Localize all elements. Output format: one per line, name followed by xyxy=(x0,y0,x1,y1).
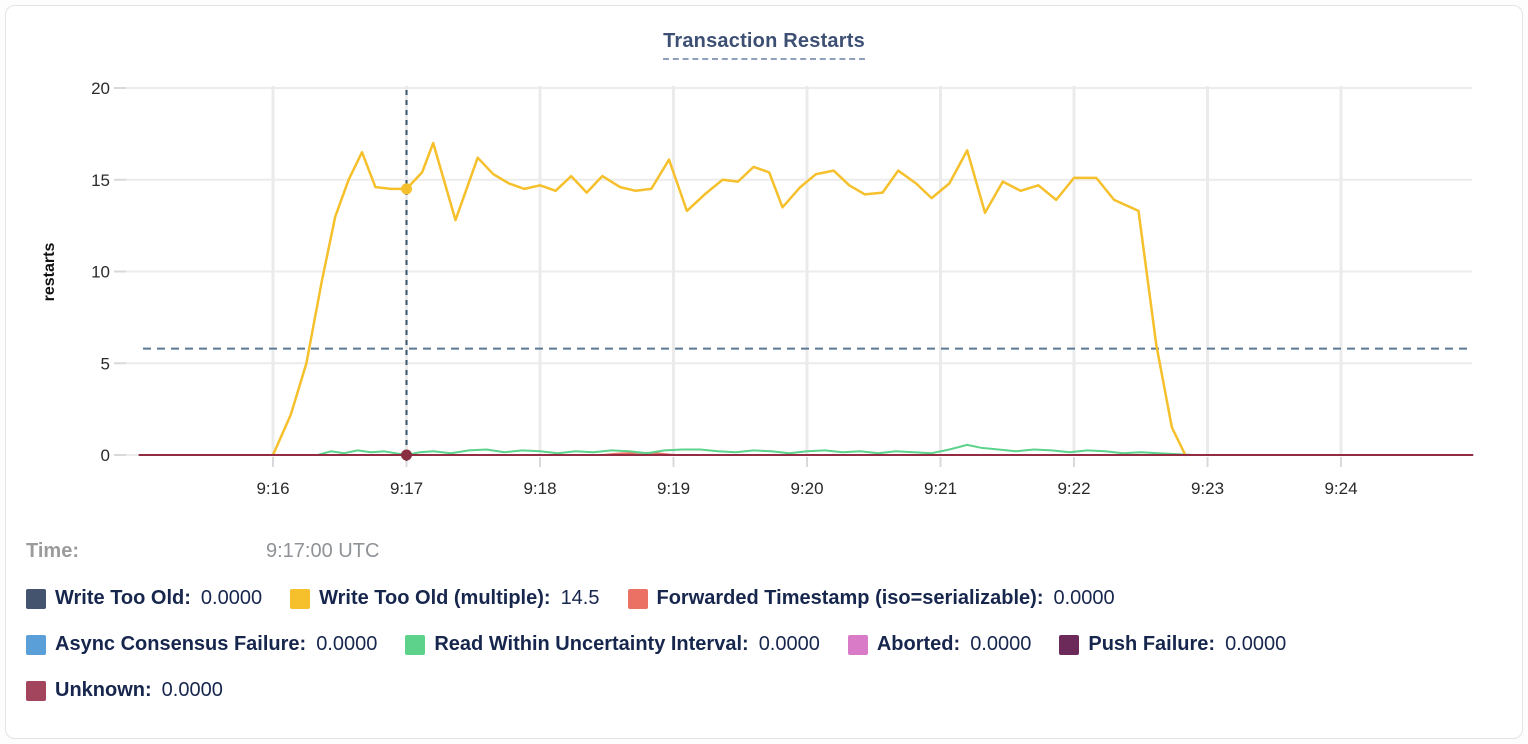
y-tick-label: 10 xyxy=(91,263,110,282)
legend-row: Async Consensus Failure: 0.0000 Read Withi… xyxy=(26,633,1286,656)
legend-item: Write Too Old (multiple): 14.5 xyxy=(290,587,600,610)
legend-label: Push Failure: xyxy=(1088,633,1216,655)
chart-header: Transaction Restarts xyxy=(6,30,1522,60)
hover-time-label: Time: xyxy=(26,540,79,562)
x-tick-label: 9:19 xyxy=(657,479,690,498)
legend-value: 0.0000 xyxy=(200,587,263,609)
legend-item: Async Consensus Failure: 0.0000 xyxy=(26,633,377,656)
legend-row: Unknown: 0.0000 xyxy=(26,679,223,702)
x-tick-label: 9:17 xyxy=(390,479,423,498)
x-tick-label: 9:24 xyxy=(1324,479,1357,498)
hover-dot xyxy=(401,183,412,195)
legend-label: Write Too Old (multiple): xyxy=(319,587,551,609)
chart-title[interactable]: Transaction Restarts xyxy=(663,30,865,60)
legend-value: 14.5 xyxy=(560,587,600,609)
legend-value: 0.0000 xyxy=(758,633,820,655)
x-tick-label: 9:16 xyxy=(256,479,289,498)
y-tick-label: 5 xyxy=(101,354,110,373)
x-tick-label: 9:21 xyxy=(924,479,957,498)
legend-item: Forwarded Timestamp (iso=serializable): 0… xyxy=(627,587,1115,610)
legend-item: Aborted: 0.0000 xyxy=(847,633,1032,656)
series-line-5 xyxy=(138,443,1474,456)
legend-label: Unknown: xyxy=(55,679,152,701)
chart-card: 0 5 10 15 20 9:16 9:17 9:18 9:19 9:20 9:21 9:22 9:23… xyxy=(5,5,1523,739)
legend-value: 0.0000 xyxy=(1225,633,1287,655)
legend-item: Write Too Old: 0.0000 xyxy=(26,587,262,610)
legend-value: 0.0000 xyxy=(1053,587,1115,609)
legend-row: Write Too Old: 0.0000 Write Too Old (multi… xyxy=(26,587,1115,610)
legend-item: Read Within Uncertainty Interval: 0.0000 xyxy=(405,633,820,656)
legend-swatch xyxy=(26,588,46,609)
x-tick-label: 9:20 xyxy=(790,479,823,498)
legend-swatch xyxy=(26,634,46,655)
transaction-restarts-chart[interactable]: 0 5 10 15 20 9:16 9:17 9:18 9:19 9:20 9:21 9:22 9:23… xyxy=(6,6,1522,518)
y-gridlines: 0 5 10 15 20 xyxy=(91,79,1472,465)
legend-value: 0.0000 xyxy=(316,633,378,655)
x-gridlines: 9:16 9:17 9:18 9:19 9:20 9:21 9:22 9:23 9:24 xyxy=(256,86,1358,498)
legend-label: Async Consensus Failure: xyxy=(55,633,307,655)
hover-dot xyxy=(401,449,412,461)
y-tick-label: 20 xyxy=(91,79,110,98)
hover-time-row: Time: 9:17:00 UTC xyxy=(26,540,379,563)
legend-value: 0.0000 xyxy=(161,679,223,701)
x-tick-label: 9:23 xyxy=(1191,479,1224,498)
legend-swatch xyxy=(627,588,648,609)
x-tick-label: 9:18 xyxy=(523,479,556,498)
y-axis-label: restarts xyxy=(41,243,58,302)
legend-label: Forwarded Timestamp (iso=serializable): xyxy=(656,587,1044,609)
y-tick-label: 0 xyxy=(101,446,110,465)
legend-item: Push Failure: 0.0000 xyxy=(1059,633,1286,656)
legend-label: Read Within Uncertainty Interval: xyxy=(434,633,749,655)
legend-swatch xyxy=(1059,634,1080,655)
y-tick-label: 15 xyxy=(91,171,110,190)
legend-value: 0.0000 xyxy=(970,633,1032,655)
legend-swatch xyxy=(290,588,311,609)
legend-swatch xyxy=(405,634,426,655)
legend-label: Write Too Old: xyxy=(55,587,191,609)
legend-swatch xyxy=(26,680,46,701)
legend-swatch xyxy=(847,634,868,655)
legend-item: Unknown: 0.0000 xyxy=(26,679,223,702)
x-tick-label: 9:22 xyxy=(1057,479,1090,498)
legend-label: Aborted: xyxy=(876,633,961,655)
hover-time-value: 9:17:00 UTC xyxy=(266,540,380,562)
